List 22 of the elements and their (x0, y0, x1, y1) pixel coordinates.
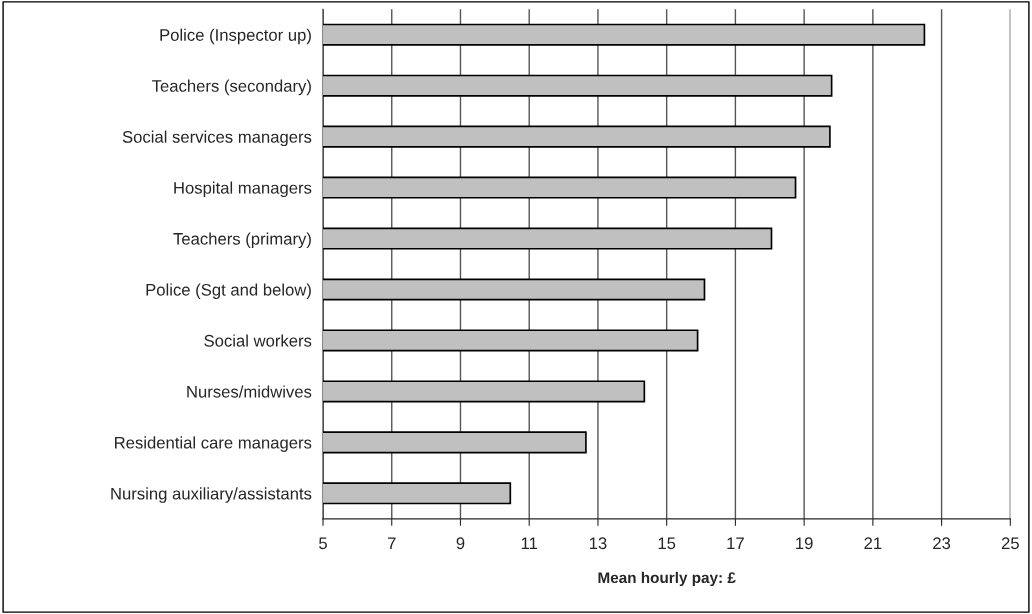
x-tick-label: 5 (319, 537, 327, 550)
y-tick-label: Hospital managers (174, 181, 312, 198)
y-tick-label: Social services managers (122, 130, 312, 147)
y-tick-label: Nurses/midwives (187, 385, 312, 398)
x-tick-label: 9 (456, 537, 465, 550)
y-tick-label: Teachers (primary) (173, 232, 311, 249)
x-tick-label: 13 (589, 537, 607, 550)
y-tick-label: Teachers (secondary) (152, 79, 311, 96)
x-tick-label: 21 (864, 537, 882, 549)
y-tick-label: Nursing auxiliary/assistants (111, 487, 312, 503)
y-tick-label: Residential care managers (115, 436, 312, 452)
x-tick-label: 15 (658, 537, 676, 550)
x-tick-label: 19 (796, 537, 813, 550)
y-tick-label: Social workers (204, 334, 312, 347)
x-tick-label: 23 (933, 537, 951, 550)
x-tick-label: 17 (727, 537, 744, 549)
x-tick-label: 7 (387, 537, 396, 549)
y-tick-label: Police (Inspector up) (160, 28, 311, 45)
x-axis-title: Mean hourly pay: £ (598, 571, 736, 587)
y-tick-label: Police (Sgt and below) (146, 283, 311, 299)
x-tick-label: 25 (1001, 537, 1019, 550)
x-tick-label: 11 (521, 537, 538, 549)
